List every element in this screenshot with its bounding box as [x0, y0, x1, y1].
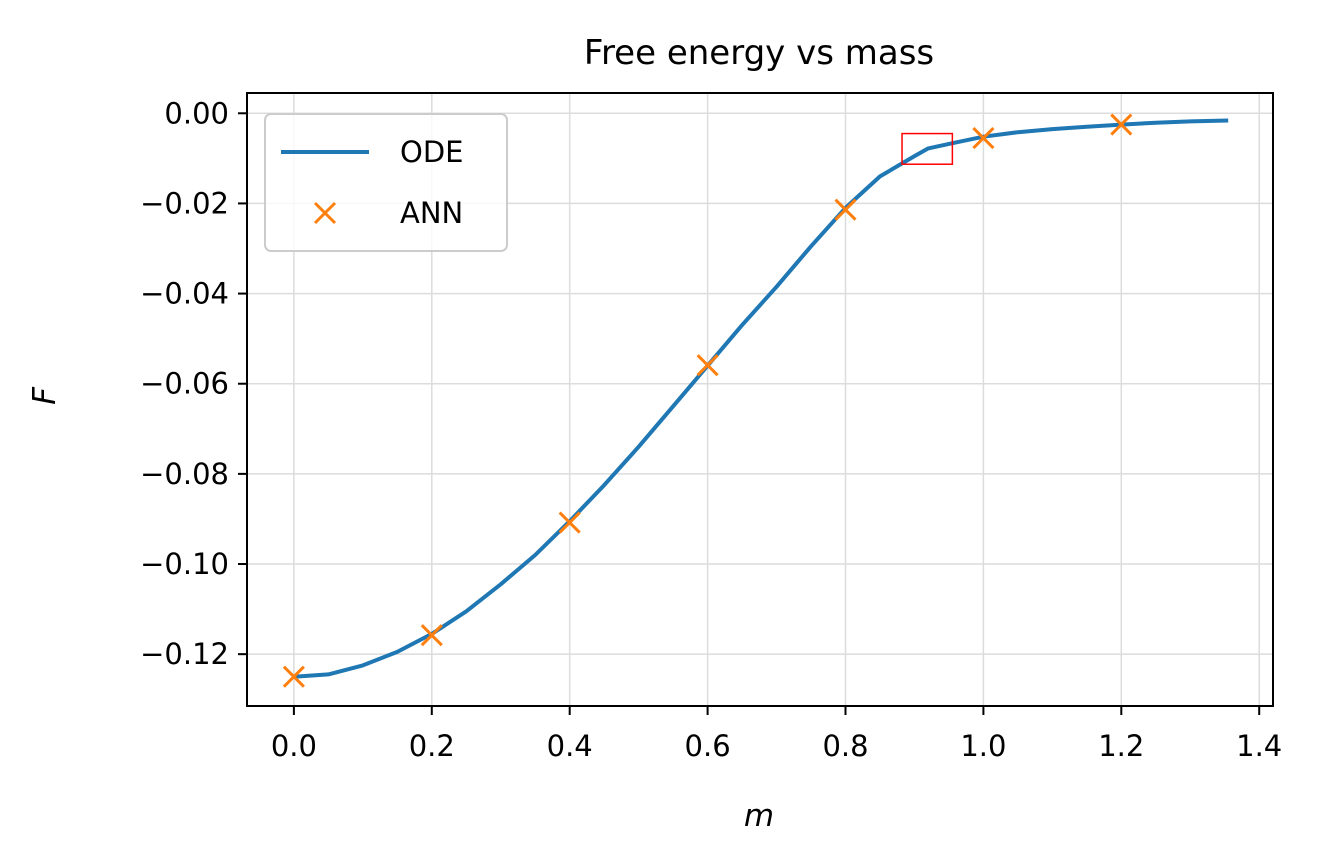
legend-ann-marker-swatch: [313, 201, 337, 225]
x-tick-label: 0.6: [685, 729, 731, 763]
highlight-rectangle: [901, 132, 954, 165]
y-tick-label: −0.10: [140, 547, 229, 581]
legend: ODE ANN: [264, 113, 508, 252]
chart-title: Free energy vs mass: [584, 33, 934, 73]
series-ann-point: [420, 624, 443, 647]
y-tick-label: −0.12: [140, 637, 229, 671]
series-ann-point: [558, 511, 581, 534]
series-ann-point: [1110, 113, 1133, 136]
legend-ode-label: ODE: [400, 135, 463, 169]
legend-ann-label: ANN: [400, 196, 463, 230]
x-tick-label: 1.4: [1236, 729, 1282, 763]
y-tick-label: −0.02: [140, 186, 229, 220]
y-tick-label: 0.00: [164, 96, 229, 130]
y-tick-label: −0.08: [140, 457, 229, 491]
axis-ticks: 0.0 0.2 0.4 0.6 0.8 1.0 1.2 1.4 0.00 −0.02 −0.04 −0…: [140, 96, 1282, 763]
annotations: [901, 132, 954, 165]
series-ann-point: [972, 127, 995, 150]
y-axis-label: F: [27, 386, 63, 405]
legend-box: [264, 113, 508, 252]
x-tick-label: 0.8: [822, 729, 868, 763]
plot-frame: [246, 92, 1274, 707]
y-tick-label: −0.04: [140, 277, 229, 311]
x-tick-label: 0.4: [547, 729, 593, 763]
series-ann-point: [834, 198, 857, 221]
x-tick-label: 1.0: [960, 729, 1006, 763]
x-tick-label: 1.2: [1098, 729, 1144, 763]
y-tick-label: −0.06: [140, 367, 229, 401]
x-tick-label: 0.2: [409, 729, 455, 763]
x-axis-label: m: [744, 798, 774, 834]
plot-series: [282, 113, 1229, 688]
series-ann-point: [282, 665, 305, 688]
x-tick-label: 0.0: [271, 729, 317, 763]
series-ode-line: [293, 118, 1229, 679]
series-ann-point: [696, 354, 719, 377]
